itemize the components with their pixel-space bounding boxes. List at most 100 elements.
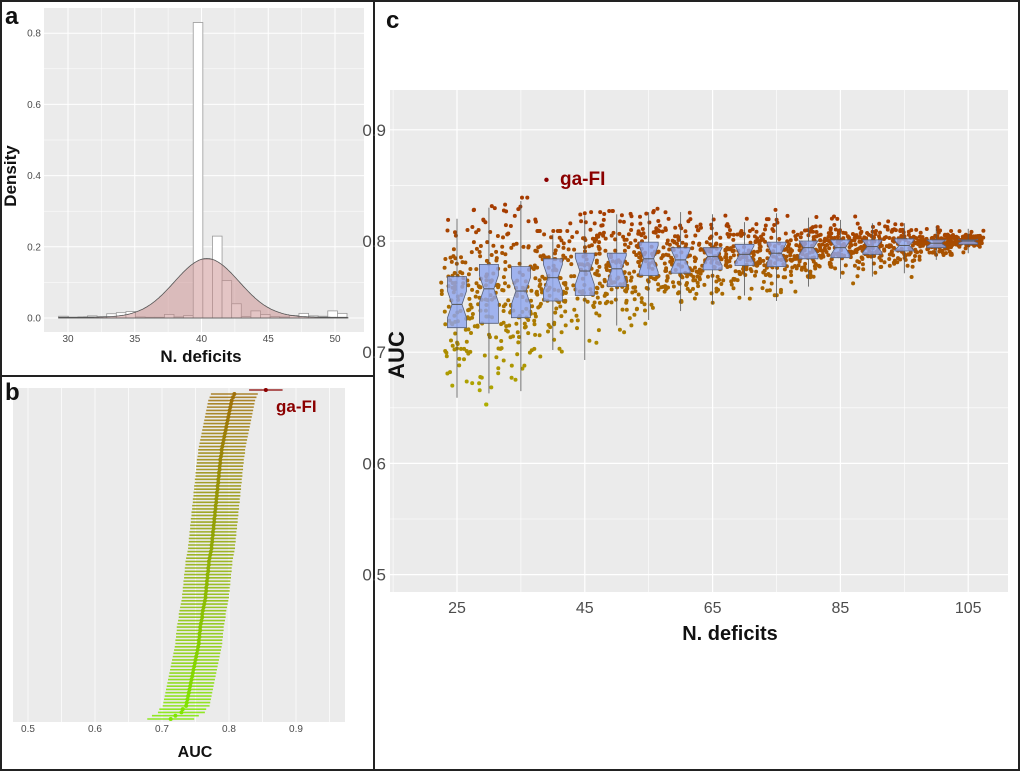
- data-point: [691, 274, 696, 279]
- data-point: [492, 206, 497, 211]
- auc-point: [202, 602, 207, 607]
- auc-point: [204, 585, 209, 590]
- data-point: [802, 265, 807, 270]
- auc-point: [204, 588, 209, 593]
- data-point: [714, 231, 719, 236]
- notched-box: [766, 241, 787, 268]
- auc-point: [179, 710, 184, 715]
- y-tick-label: 0.6: [27, 100, 41, 111]
- data-point: [534, 249, 539, 254]
- data-point: [754, 269, 759, 274]
- data-point: [883, 224, 888, 229]
- x-tick-label: 30: [62, 334, 74, 345]
- data-point: [642, 302, 647, 307]
- auc-point: [192, 661, 197, 666]
- data-point: [489, 204, 494, 209]
- data-point: [542, 232, 547, 237]
- data-point: [895, 260, 900, 265]
- data-point: [529, 348, 534, 353]
- data-point: [496, 371, 501, 376]
- data-point: [729, 282, 734, 287]
- data-point: [818, 232, 823, 237]
- data-point: [621, 219, 626, 224]
- data-point: [484, 258, 489, 263]
- data-point: [494, 355, 499, 360]
- data-point: [503, 202, 508, 207]
- data-point: [566, 258, 571, 263]
- data-point: [561, 299, 566, 304]
- data-point: [789, 279, 794, 284]
- data-point: [633, 238, 638, 243]
- data-point: [721, 278, 726, 283]
- data-point: [609, 300, 614, 305]
- auc-point: [220, 441, 225, 446]
- data-point: [778, 290, 783, 295]
- data-point: [823, 248, 827, 252]
- data-point: [757, 256, 762, 261]
- data-point: [644, 286, 649, 290]
- data-point: [600, 223, 605, 228]
- data-point: [462, 346, 467, 351]
- data-point: [677, 290, 681, 295]
- data-point: [628, 211, 633, 216]
- data-point: [514, 241, 519, 246]
- data-point: [572, 247, 577, 252]
- data-point: [693, 265, 697, 270]
- data-point: [716, 287, 721, 292]
- data-point: [624, 307, 629, 312]
- highlight-point: [544, 177, 549, 183]
- y-tick-label: 0.6: [362, 454, 386, 473]
- auc-point: [229, 398, 234, 403]
- data-point: [450, 383, 455, 388]
- data-point: [685, 281, 689, 285]
- data-point: [847, 235, 852, 240]
- data-point: [669, 255, 674, 260]
- data-point: [829, 257, 834, 262]
- data-point: [613, 237, 618, 242]
- auc-point: [211, 526, 216, 531]
- data-point: [466, 327, 471, 332]
- data-point: [886, 219, 891, 224]
- data-point: [752, 234, 757, 239]
- data-point: [643, 308, 647, 313]
- auc-point: [227, 411, 231, 416]
- data-point: [466, 283, 471, 288]
- data-point: [879, 258, 884, 263]
- data-point: [814, 234, 819, 239]
- data-point: [515, 330, 520, 335]
- data-point: [625, 261, 630, 266]
- data-point: [731, 248, 736, 253]
- data-point: [843, 263, 848, 268]
- data-point: [453, 230, 457, 235]
- data-point: [508, 224, 513, 228]
- data-point: [885, 227, 890, 232]
- data-point: [569, 254, 574, 259]
- data-point: [538, 354, 543, 359]
- data-point: [539, 287, 544, 292]
- data-point: [760, 286, 765, 291]
- data-point: [511, 242, 516, 247]
- data-point: [891, 253, 896, 258]
- data-point: [594, 340, 599, 345]
- data-point: [794, 266, 799, 271]
- data-point: [826, 253, 831, 258]
- auc-point: [190, 674, 195, 679]
- data-point: [509, 363, 514, 368]
- data-point: [887, 263, 892, 268]
- data-point: [558, 304, 563, 309]
- data-point: [585, 299, 590, 304]
- x-tick-label: 45: [576, 600, 594, 617]
- data-point: [634, 307, 639, 312]
- data-point: [469, 305, 474, 310]
- data-point: [509, 375, 514, 380]
- data-point: [575, 326, 579, 331]
- data-point: [505, 329, 510, 334]
- data-point: [856, 266, 861, 271]
- data-point: [443, 322, 448, 327]
- data-point: [439, 292, 444, 296]
- data-point: [522, 321, 527, 326]
- data-point: [451, 247, 456, 252]
- auc-point: [199, 618, 204, 623]
- data-point: [871, 224, 875, 229]
- data-point: [798, 235, 803, 240]
